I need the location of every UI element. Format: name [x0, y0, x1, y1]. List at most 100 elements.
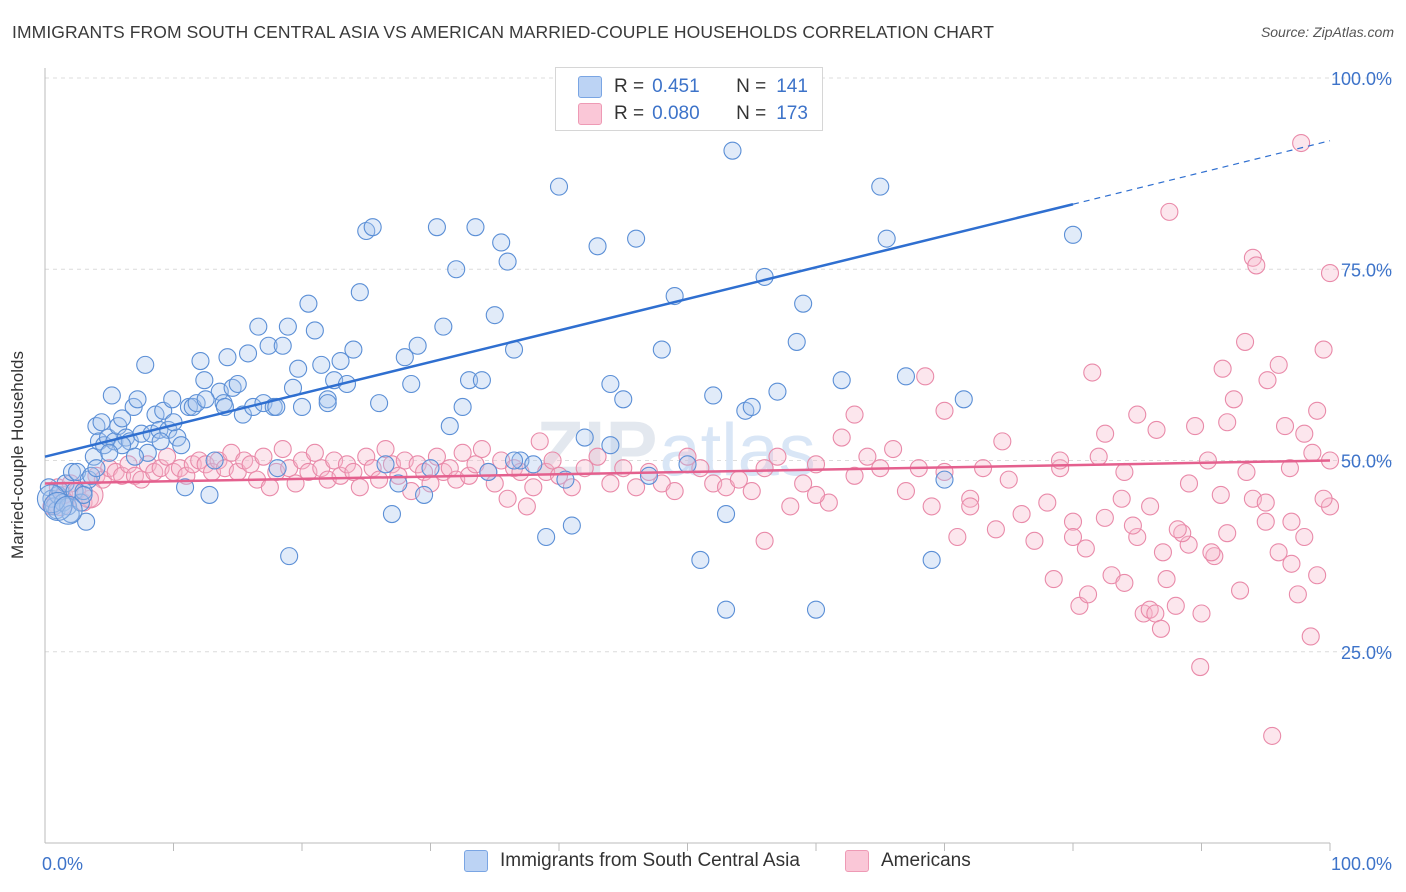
south-central-asia-point: [125, 447, 144, 466]
south-central-asia-point: [768, 382, 787, 401]
americans-point: [1038, 493, 1057, 512]
south-central-asia-point: [652, 340, 671, 359]
south-central-asia-point: [537, 527, 556, 547]
south-central-asia-point: [191, 351, 210, 371]
south-central-asia-point: [151, 432, 170, 451]
south-central-asia-point: [74, 485, 93, 504]
americans-point: [1275, 417, 1295, 436]
south-central-asia-point: [877, 229, 896, 248]
south-central-asia-point: [36, 484, 66, 514]
americans-point: [755, 459, 774, 478]
americans-point: [1160, 202, 1179, 221]
south-central-asia-point: [588, 237, 607, 256]
south-central-asia-point: [176, 478, 195, 497]
south-central-asia-point: [459, 371, 479, 390]
legend-swatch-blue: [578, 76, 602, 98]
americans-point: [1025, 531, 1044, 550]
south-central-asia-point: [113, 409, 132, 428]
south-central-asia-point: [742, 397, 761, 417]
americans-point: [1089, 447, 1108, 466]
americans-point: [113, 466, 132, 485]
south-central-asia-point: [318, 390, 337, 409]
y-tick-label: 100.0%: [1331, 69, 1392, 89]
legend-label: Americans: [881, 850, 971, 871]
south-central-asia-point: [289, 359, 308, 378]
americans-point: [1308, 566, 1327, 585]
americans-point: [119, 455, 138, 474]
south-central-asia-point: [922, 550, 941, 570]
americans-point: [1128, 405, 1147, 424]
americans-point: [1179, 474, 1199, 493]
south-central-asia-point: [259, 336, 278, 355]
south-central-asia-point: [61, 504, 80, 524]
americans-point: [858, 447, 877, 466]
americans-point: [357, 447, 376, 466]
americans-point: [1269, 543, 1288, 562]
y-axis-label: Married-couple Households: [8, 351, 27, 559]
south-central-asia-point: [896, 367, 916, 386]
americans-point: [973, 459, 993, 478]
americans-point: [961, 497, 980, 516]
south-central-asia-point: [575, 428, 594, 447]
south-central-asia-point: [691, 550, 710, 570]
r-label: R =: [614, 76, 645, 97]
south-central-asia-point: [498, 252, 517, 271]
south-central-asia-point: [292, 397, 312, 417]
americans-point: [254, 447, 273, 466]
americans-point: [530, 432, 549, 451]
americans-point: [1112, 489, 1131, 508]
americans-point: [1123, 516, 1142, 535]
americans-point: [1218, 413, 1237, 432]
americans-point: [993, 432, 1012, 451]
south-central-asia-point: [267, 397, 286, 417]
south-central-asia-point: [318, 394, 337, 413]
americans-point: [472, 439, 491, 459]
americans-point: [755, 531, 774, 550]
pink-trend-line: [44, 459, 1331, 485]
americans-point: [1141, 497, 1160, 516]
south-central-asia-point: [376, 455, 395, 474]
americans-point: [1192, 604, 1211, 623]
x-tick-label: 0.0%: [42, 854, 83, 874]
blue-trend-line: [44, 203, 1074, 458]
south-central-asia-point: [935, 470, 954, 489]
americans-point: [1168, 520, 1187, 539]
blue-trend-extension: [1072, 140, 1331, 205]
americans-point: [1012, 504, 1031, 524]
americans-point: [742, 482, 761, 501]
south-central-asia-point: [200, 485, 219, 504]
south-central-asia-point: [954, 390, 973, 409]
legend-swatch-blue: [464, 850, 488, 872]
americans-point: [376, 439, 395, 459]
americans-point: [986, 520, 1005, 539]
south-central-asia-point: [794, 294, 813, 313]
americans-point: [1186, 417, 1205, 436]
americans-point: [1151, 619, 1170, 638]
americans-point: [1146, 604, 1165, 623]
n-label: N =: [736, 76, 767, 97]
south-central-asia-point: [832, 371, 851, 390]
legend-row-pink: R = 0.080 N = 173: [578, 101, 808, 127]
americans-point: [832, 428, 851, 447]
americans-point: [588, 447, 607, 466]
south-central-asia-point: [196, 390, 215, 409]
americans-point: [1115, 573, 1134, 592]
south-central-asia-point: [195, 371, 214, 390]
americans-point: [1282, 512, 1301, 531]
americans-point: [999, 470, 1018, 489]
americans-point: [498, 489, 517, 508]
r-label: R =: [614, 103, 645, 124]
americans-point: [1213, 359, 1232, 378]
americans-point: [1063, 527, 1083, 547]
south-central-asia-point: [472, 371, 491, 390]
south-central-asia-point: [395, 348, 414, 367]
americans-point: [1128, 527, 1147, 547]
south-central-asia-point: [273, 336, 292, 355]
americans-point: [845, 466, 864, 485]
y-tick-label: 75.0%: [1341, 260, 1392, 280]
americans-point: [806, 485, 826, 504]
south-central-asia-point: [350, 283, 369, 302]
legend-swatch-pink: [578, 103, 602, 125]
americans-point: [601, 474, 620, 493]
